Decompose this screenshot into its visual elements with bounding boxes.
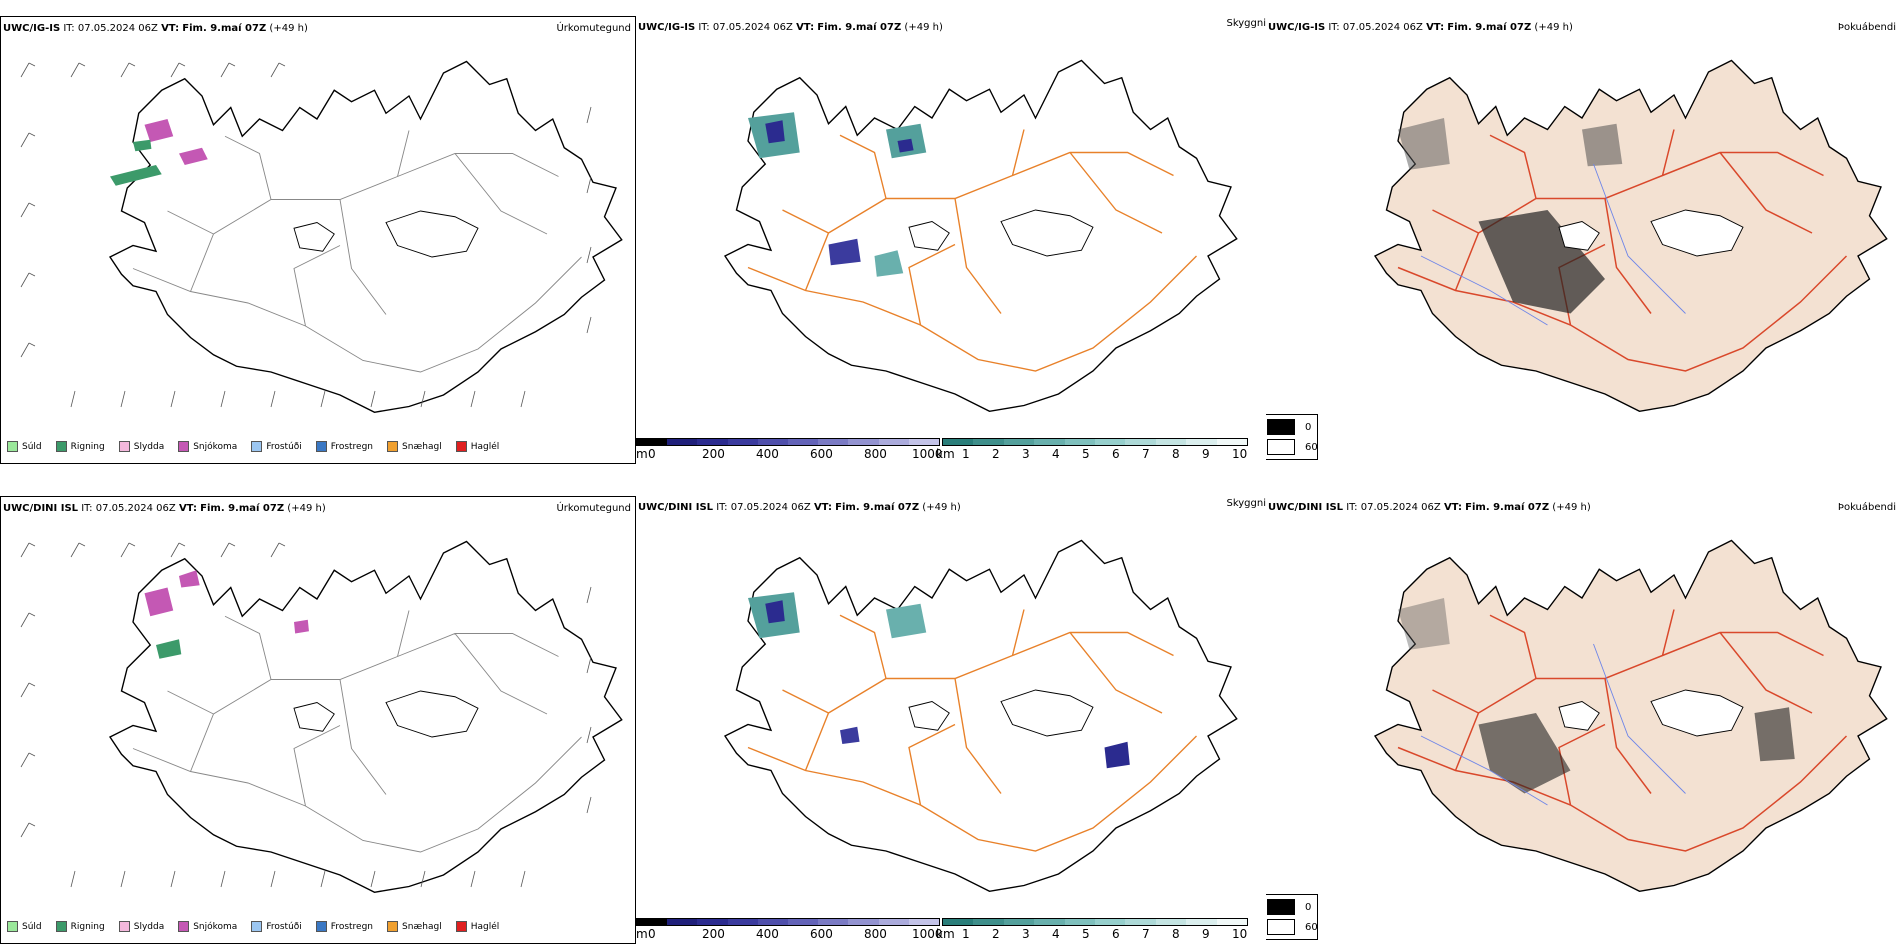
wind-barbs xyxy=(20,62,592,408)
panel-title: UWC/IG-IS IT: 07.05.2024 06Z VT: Fim. 9.… xyxy=(3,23,308,34)
fog-panel-row2: UWC/DINI ISL IT: 07.05.2024 06Z VT: Fim.… xyxy=(1266,496,1900,944)
fog-map-row1 xyxy=(1374,59,1888,412)
fog-legend: 0 60 xyxy=(1266,414,1318,460)
panel-param-label: Skyggni xyxy=(1226,498,1266,509)
fog-panel-row1: UWC/IG-IS IT: 07.05.2024 06Z VT: Fim. 9.… xyxy=(1266,16,1900,464)
fog-legend: 0 60 xyxy=(1266,894,1318,940)
visibility-map-row1 xyxy=(724,59,1238,412)
panel-title: UWC/DINI ISL IT: 07.05.2024 06Z VT: Fim.… xyxy=(3,503,326,514)
precip-type-map-row2 xyxy=(20,540,623,893)
vis-ticks-m: m 0 200 400 600 800 1000 xyxy=(636,927,943,941)
precip-type-map-row1 xyxy=(20,60,623,413)
panel-title: UWC/IG-IS IT: 07.05.2024 06Z VT: Fim. 9.… xyxy=(638,22,943,33)
panel-param-label: Þokuábendi xyxy=(1837,22,1896,33)
panel-param-label: Úrkomutegund xyxy=(556,503,631,514)
panel-param-label: Skyggni xyxy=(1226,18,1266,29)
vis-colorbar-km xyxy=(942,918,1248,926)
vis-colorbar-m xyxy=(636,438,940,446)
panel-param-label: Úrkomutegund xyxy=(556,23,631,34)
vis-colorbar-m xyxy=(636,918,940,926)
precip-legend: Súld Rigning Slydda Snjókoma Frostúði Fr… xyxy=(7,921,499,932)
panel-title: UWC/DINI ISL IT: 07.05.2024 06Z VT: Fim.… xyxy=(638,502,961,513)
panel-param-label: Þokuábendi xyxy=(1837,502,1896,513)
precip-type-panel-row2: UWC/DINI ISL IT: 07.05.2024 06Z VT: Fim.… xyxy=(0,496,636,944)
visibility-panel-row1: UWC/IG-IS IT: 07.05.2024 06Z VT: Fim. 9.… xyxy=(636,16,1270,464)
vis-ticks-m: m 0 200 400 600 800 1000 xyxy=(636,447,943,461)
visibility-map-row2 xyxy=(724,539,1238,892)
precip-legend: Súld Rigning Slydda Snjókoma Frostúði Fr… xyxy=(7,441,499,452)
vis-colorbar-km xyxy=(942,438,1248,446)
visibility-panel-row2: UWC/DINI ISL IT: 07.05.2024 06Z VT: Fim.… xyxy=(636,496,1270,944)
precip-type-panel-row1: UWC/IG-IS IT: 07.05.2024 06Z VT: Fim. 9.… xyxy=(0,16,636,464)
panel-title: UWC/DINI ISL IT: 07.05.2024 06Z VT: Fim.… xyxy=(1268,502,1591,513)
fog-map-row2 xyxy=(1374,539,1888,892)
panel-title: UWC/IG-IS IT: 07.05.2024 06Z VT: Fim. 9.… xyxy=(1268,22,1573,33)
